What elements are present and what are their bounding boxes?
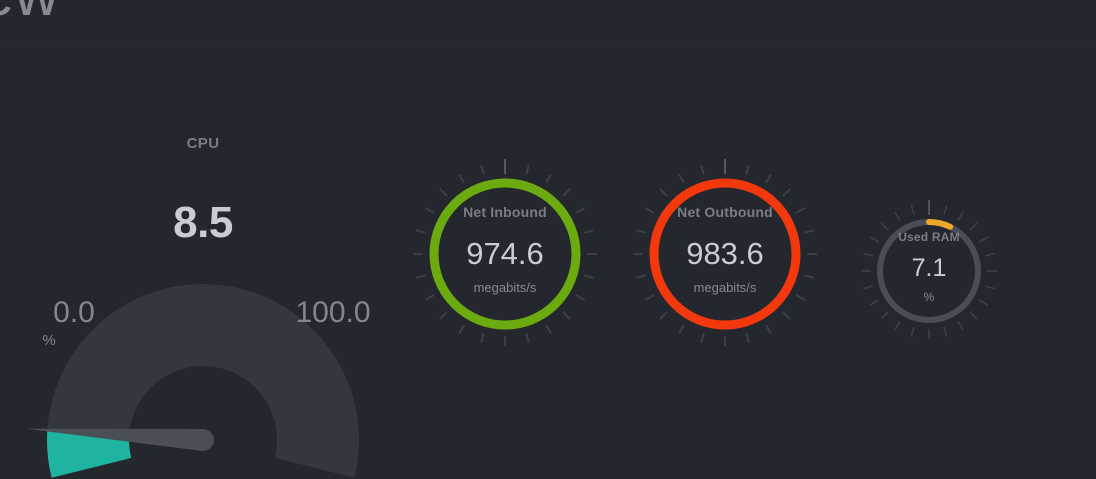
used-ram-ring-graphic xyxy=(861,200,997,339)
gauge-net-outbound[interactable]: Net Outbound 983.6 megabits/s xyxy=(625,154,825,354)
page-title: iew xyxy=(0,0,59,26)
cpu-gauge-graphic xyxy=(25,284,359,478)
header-divider xyxy=(0,44,1096,45)
net-inbound-ring-graphic xyxy=(413,159,597,346)
gauge-cpu[interactable]: CPU 8.5 0.0 100.0 % xyxy=(0,110,400,478)
net-outbound-ring-graphic xyxy=(633,159,817,346)
gauge-net-inbound[interactable]: Net Inbound 974.6 megabits/s xyxy=(405,154,605,354)
gauge-used-ram[interactable]: Used RAM 7.1 % xyxy=(852,194,1006,348)
